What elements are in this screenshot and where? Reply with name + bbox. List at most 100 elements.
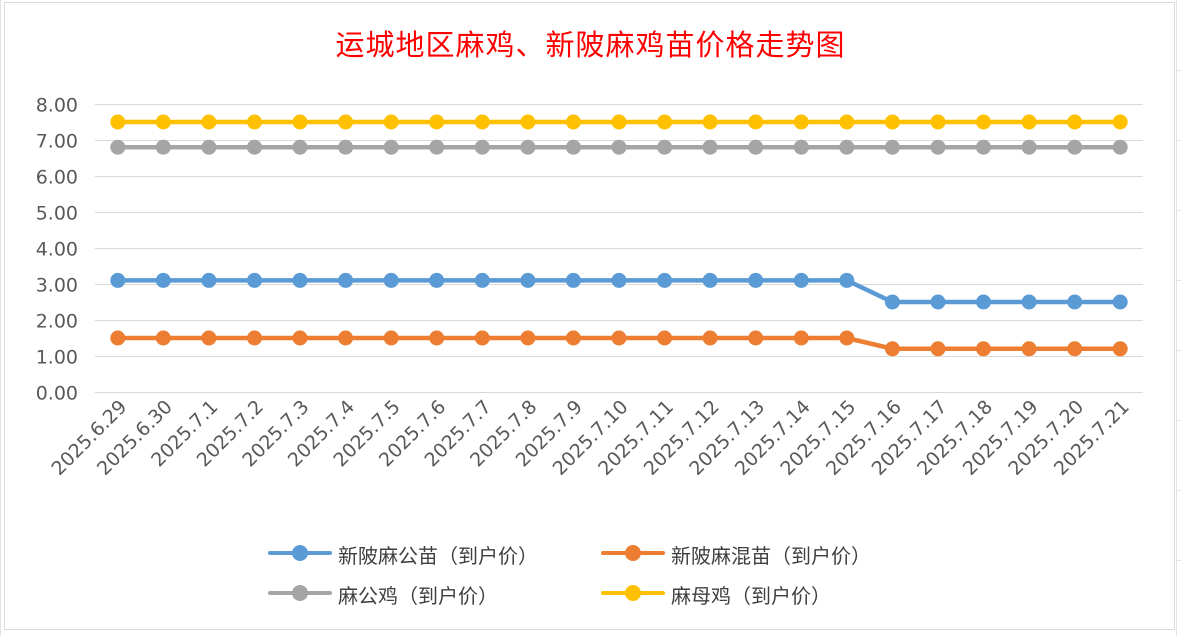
data-point — [520, 272, 536, 288]
data-point — [1067, 294, 1083, 310]
data-point — [565, 330, 581, 346]
data-point — [338, 139, 354, 155]
data-point — [748, 272, 764, 288]
data-point — [247, 272, 262, 288]
data-point — [976, 114, 991, 130]
data-point — [383, 272, 399, 288]
data-point — [930, 341, 946, 357]
data-point — [110, 139, 126, 155]
data-point — [884, 139, 900, 155]
data-point — [657, 139, 673, 155]
data-point — [247, 114, 262, 130]
data-point — [793, 330, 809, 346]
y-tick-label: 5.00 — [36, 203, 78, 225]
data-point — [201, 330, 217, 346]
data-point — [702, 139, 718, 155]
data-point — [474, 114, 490, 130]
chart-title: 运城地区麻鸡、新陂麻鸡苗价格走势图 — [335, 28, 846, 62]
data-point — [1112, 294, 1128, 310]
data-point — [247, 139, 262, 155]
data-point — [338, 114, 354, 130]
data-point — [1067, 139, 1083, 155]
data-point — [520, 330, 536, 346]
data-point — [155, 272, 171, 288]
data-point — [429, 139, 445, 155]
legend-label: 新陂麻混苗（到户价） — [671, 544, 871, 568]
data-point — [930, 139, 946, 155]
data-point — [793, 139, 809, 155]
y-tick-label: 3.00 — [36, 275, 78, 297]
data-point — [1112, 341, 1128, 357]
data-point — [702, 330, 718, 346]
data-point — [338, 272, 354, 288]
data-point — [839, 139, 855, 155]
data-point — [565, 114, 581, 130]
data-point — [1021, 294, 1037, 310]
legend-label: 麻母鸡（到户价） — [671, 584, 831, 608]
y-tick-label: 7.00 — [36, 131, 78, 153]
legend-label: 麻公鸡（到户价） — [338, 584, 498, 608]
y-tick-label: 8.00 — [36, 95, 78, 117]
data-point — [201, 272, 217, 288]
data-point — [110, 114, 126, 130]
data-point — [383, 114, 399, 130]
data-point — [110, 330, 126, 346]
data-point — [155, 139, 171, 155]
legend-marker-swatch — [625, 585, 641, 601]
data-point — [884, 114, 900, 130]
data-point — [247, 330, 262, 346]
data-point — [793, 272, 809, 288]
data-point — [1021, 114, 1037, 130]
data-point — [702, 272, 718, 288]
data-point — [611, 330, 627, 346]
data-point — [748, 330, 764, 346]
data-point — [155, 114, 171, 130]
legend-marker-swatch — [625, 545, 641, 561]
data-point — [429, 114, 445, 130]
data-point — [565, 139, 581, 155]
data-point — [201, 139, 217, 155]
data-point — [201, 114, 217, 130]
legend-marker-swatch — [292, 585, 308, 601]
data-point — [1067, 114, 1083, 130]
y-tick-label: 1.00 — [36, 347, 78, 369]
y-tick-label: 4.00 — [36, 239, 78, 261]
data-point — [657, 272, 673, 288]
data-point — [110, 272, 126, 288]
data-point — [292, 114, 308, 130]
data-point — [930, 294, 946, 310]
data-point — [155, 330, 171, 346]
y-tick-label: 6.00 — [36, 167, 78, 189]
data-point — [292, 272, 308, 288]
y-tick-label: 0.00 — [36, 383, 78, 405]
data-point — [429, 330, 445, 346]
data-point — [1021, 341, 1037, 357]
data-point — [383, 139, 399, 155]
data-point — [657, 330, 673, 346]
data-point — [383, 330, 399, 346]
data-point — [1067, 341, 1083, 357]
data-point — [976, 294, 991, 310]
data-point — [429, 272, 445, 288]
data-point — [520, 139, 536, 155]
data-point — [1112, 139, 1128, 155]
legend-marker-swatch — [292, 545, 308, 561]
legend-label: 新陂麻公苗（到户价） — [338, 544, 538, 568]
y-tick-label: 2.00 — [36, 311, 78, 333]
data-point — [748, 139, 764, 155]
chart-area[interactable] — [4, 2, 1175, 630]
data-point — [474, 330, 490, 346]
data-point — [611, 114, 627, 130]
data-point — [884, 341, 900, 357]
data-point — [474, 139, 490, 155]
data-point — [611, 272, 627, 288]
data-point — [292, 139, 308, 155]
data-point — [930, 114, 946, 130]
data-point — [338, 330, 354, 346]
data-point — [976, 341, 991, 357]
data-point — [839, 272, 855, 288]
data-point — [702, 114, 718, 130]
data-point — [292, 330, 308, 346]
data-point — [520, 114, 536, 130]
